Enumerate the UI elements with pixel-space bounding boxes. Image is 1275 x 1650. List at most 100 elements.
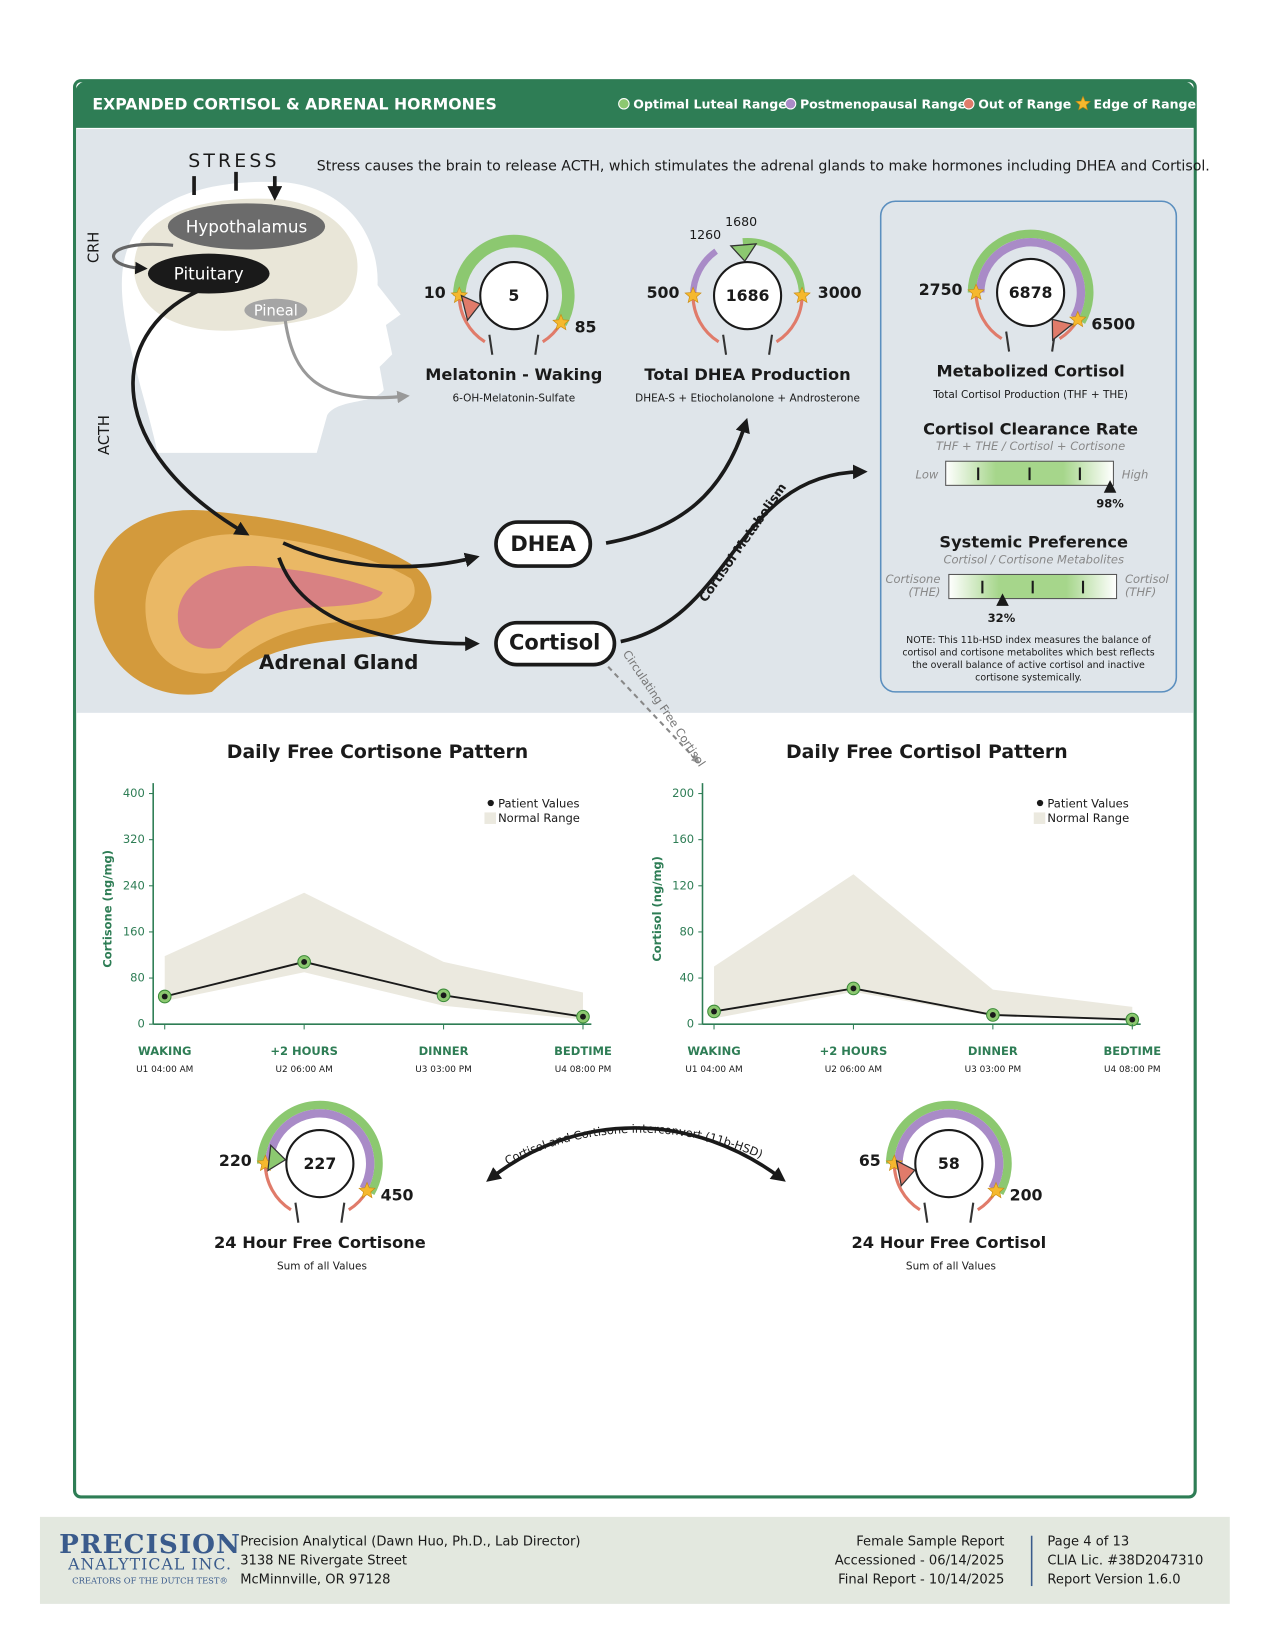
footer-page: Report Version 1.6.0 [1047, 1572, 1180, 1587]
y-axis-label: Cortisone (ng/mg) [101, 850, 115, 968]
stress-arrows [192, 171, 275, 195]
patient-point-core [850, 985, 857, 992]
x-tick-label: +2 HOURS [820, 1044, 888, 1058]
adrenal-medulla [177, 565, 383, 649]
x-tick-sublabel: U4 08:00 PM [555, 1065, 612, 1075]
cortisol-metabolism-arrow [620, 464, 868, 644]
dhea-to-gauge-arrow [605, 417, 750, 545]
patient-point-core [989, 1012, 996, 1018]
gauge-edge-star [1069, 310, 1087, 328]
metabolism-panel [879, 200, 1178, 693]
gauge-end-tick [768, 334, 774, 355]
gauge-center [285, 1129, 355, 1199]
dhea-arrow [282, 541, 480, 569]
legend-dot [962, 98, 975, 110]
legend-dot [487, 799, 494, 807]
gauge-value: 1686 [726, 286, 770, 305]
preference-right-label: Cortisol [1125, 572, 1170, 586]
cortisol-arrow [277, 557, 480, 652]
footer-page: Page 4 of 13 [1047, 1535, 1129, 1550]
bar-pointer [1103, 480, 1117, 493]
gauge-end-tick [722, 334, 728, 355]
interconvert-arrow [486, 1126, 786, 1182]
dhea-label: DHEA [510, 532, 576, 556]
footer-page: CLIA Lic. #38D2047310 [1047, 1553, 1203, 1568]
cortisol-label: Cortisol [509, 631, 600, 655]
gauge-end-tick [340, 1202, 346, 1223]
x-tick-sublabel: U3 03:00 PM [965, 1065, 1022, 1075]
gauge-value: 5 [508, 286, 519, 305]
footer-address: McMinnville, OR 97128 [240, 1572, 390, 1587]
gauge-end-tick [1005, 331, 1011, 352]
gauge-end-tick [294, 1202, 300, 1223]
gauge-range-label: 1260 [689, 227, 721, 242]
gauge-low-label: 220 [219, 1151, 252, 1170]
legend-dot [784, 98, 797, 110]
crh-label: CRH [85, 232, 102, 263]
gauge-title: Melatonin - Waking [425, 365, 602, 384]
preference-right-label: (THF) [1125, 585, 1156, 599]
logo-line: ANALYTICAL INC. [67, 1555, 232, 1574]
preference-left-label: (THE) [908, 585, 940, 599]
legend-label: Normal Range [498, 811, 580, 825]
clearance-high-label: High [1122, 467, 1148, 481]
gauge-low-label: 2750 [919, 280, 963, 299]
gauge-low-label: 500 [647, 283, 680, 302]
patient-point-core [161, 993, 168, 1000]
legend-star [1075, 95, 1091, 111]
patient-line [164, 960, 584, 1018]
x-tick-label: DINNER [419, 1044, 469, 1058]
gauge-edge-star [552, 313, 570, 331]
gauge-high-label: 3000 [818, 283, 862, 302]
gauge-title: 24 Hour Free Cortisone [214, 1233, 426, 1252]
clearance-subtitle: THF + THE / Cortisol + Cortisone [936, 439, 1125, 453]
x-tick-label: DINNER [968, 1044, 1018, 1058]
pituitary-label: Pituitary [174, 264, 244, 284]
acth-arrow [131, 289, 250, 536]
chart-title: Daily Free Cortisone Pattern [227, 741, 528, 763]
gauge-postmenopausal-arc [976, 238, 1086, 320]
crh-arrow [111, 242, 174, 275]
stress-label: STRESS [188, 150, 279, 172]
x-tick-label: +2 HOURS [270, 1044, 338, 1058]
gauge-subtitle: 6-OH-Melatonin-Sulfate [452, 392, 575, 404]
gauge-optimal-arc [453, 234, 575, 327]
adrenal-gland-label: Adrenal Gland [259, 651, 418, 674]
gauge-center [996, 257, 1066, 328]
legend-swatch [484, 812, 496, 824]
cortisol-box [494, 620, 617, 667]
gauge-high-label: 450 [381, 1186, 414, 1205]
x-tick-sublabel: U2 06:00 AM [825, 1065, 882, 1075]
gauge-high-label: 85 [575, 318, 597, 337]
preference-note: the overall balance of active cortisol a… [912, 660, 1145, 671]
gauge-pointer [1051, 318, 1074, 342]
legend-dot [1036, 799, 1044, 807]
x-tick-label: WAKING [138, 1044, 191, 1058]
legend-label: Edge of Range [1094, 96, 1197, 111]
patient-point-core [301, 958, 308, 965]
y-tick-label: 400 [123, 786, 145, 800]
pituitary-shape [147, 253, 270, 294]
gauge-high-label: 6500 [1091, 314, 1135, 333]
y-tick-label: 160 [672, 832, 694, 846]
gauge-subtitle: DHEA-S + Etiocholanolone + Androsterone [635, 392, 860, 404]
y-tick-label: 80 [130, 971, 145, 985]
clearance-title: Cortisol Clearance Rate [923, 419, 1138, 438]
x-tick-label: WAKING [687, 1044, 740, 1058]
gauge-out-range-arc [263, 1163, 292, 1212]
gauge-edge-star [793, 286, 811, 304]
x-tick-sublabel: U1 04:00 AM [685, 1065, 742, 1075]
gauge-pointer [895, 1159, 916, 1188]
footer-report: Accessioned - 06/14/2025 [835, 1553, 1005, 1568]
normal-range-band [164, 892, 583, 1020]
section-header-band [74, 80, 1196, 128]
preference-subtitle: Cortisol / Cortisone Metabolites [943, 552, 1124, 566]
gauge-out-range-arc [457, 295, 486, 344]
pineal-shape [244, 298, 308, 322]
y-tick-label: 0 [687, 1017, 694, 1031]
preference-value: 32% [988, 611, 1016, 625]
pineal-arrow [283, 320, 410, 404]
footer-address: 3138 NE Rivergate Street [240, 1553, 407, 1568]
preference-note: NOTE: This 11b-HSD index measures the ba… [906, 635, 1151, 646]
acth-label: ACTH [96, 415, 113, 455]
